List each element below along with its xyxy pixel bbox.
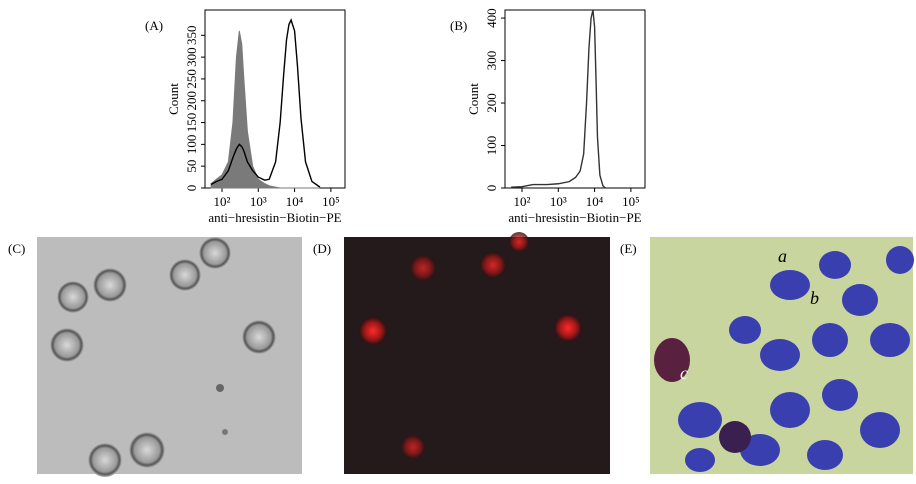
- x-axis-label: anti−hresistin−Biotin−PE: [208, 210, 341, 225]
- panel-label: (E): [620, 241, 637, 256]
- cell-label: a: [778, 246, 787, 266]
- x-tick-label: 10³: [550, 194, 567, 209]
- x-tick-label: 10²: [514, 194, 531, 209]
- micrograph-fluorescence: [344, 237, 610, 474]
- y-tick-label: 350: [184, 26, 199, 46]
- line: [511, 9, 606, 189]
- y-tick-label: 300: [484, 51, 499, 70]
- y-tick-label: 0: [484, 185, 499, 192]
- panel-label: (B): [450, 18, 467, 33]
- y-tick-label: 400: [484, 8, 499, 28]
- x-tick-label: 10³: [250, 194, 267, 209]
- x-tick-label: 10⁴: [286, 194, 304, 209]
- y-tick-label: 300: [184, 47, 199, 67]
- y-axis-label: Count: [466, 83, 481, 115]
- x-tick-label: 10²: [214, 194, 231, 209]
- stained-cell: [654, 338, 690, 382]
- y-tick-label: 250: [184, 69, 199, 89]
- panel-label: (C): [8, 241, 25, 256]
- y-tick-label: 200: [484, 93, 499, 113]
- stained-cells: [359, 232, 582, 459]
- y-tick-label: 100: [184, 135, 199, 155]
- y-tick-label: 50: [184, 160, 199, 173]
- x-axis-label: anti−hresistin−Biotin−PE: [508, 210, 641, 225]
- cell-label: c: [680, 363, 688, 383]
- plot-frame: [504, 9, 646, 189]
- stained-nuclei: [678, 246, 914, 472]
- y-tick-label: 200: [184, 91, 199, 111]
- y-tick-label: 150: [184, 113, 199, 133]
- area: [210, 30, 320, 189]
- line: [210, 18, 321, 188]
- panel-label: (A): [145, 18, 163, 33]
- cell-label: b: [810, 288, 819, 308]
- cells: [50, 237, 276, 477]
- x-tick-label: 10⁴: [586, 194, 604, 209]
- y-axis-label: Count: [166, 83, 181, 115]
- panel-label: (D): [313, 241, 331, 256]
- stained-cell: [719, 421, 751, 453]
- y-tick-label: 100: [484, 136, 499, 156]
- y-tick-label: 0: [184, 185, 199, 192]
- x-tick-label: 10⁵: [622, 194, 640, 209]
- x-tick-label: 10⁵: [322, 194, 340, 209]
